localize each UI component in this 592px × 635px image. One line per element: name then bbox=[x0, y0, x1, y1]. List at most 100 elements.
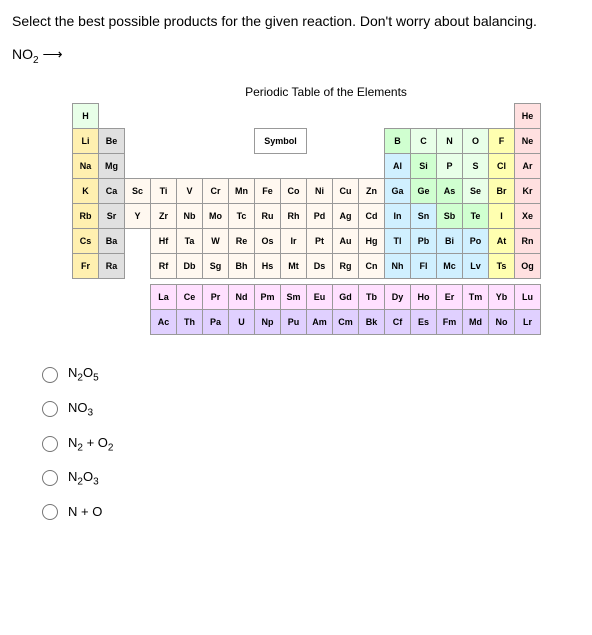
radio-no3[interactable] bbox=[42, 401, 58, 417]
element-cl: Cl bbox=[489, 154, 515, 179]
element-au: Au bbox=[333, 229, 359, 254]
element-la: La bbox=[151, 285, 177, 310]
element-rb: Rb bbox=[73, 204, 99, 229]
element-pa: Pa bbox=[203, 310, 229, 335]
element-b: B bbox=[385, 129, 411, 154]
element-og: Og bbox=[515, 254, 541, 279]
element-rn: Rn bbox=[515, 229, 541, 254]
element-zn: Zn bbox=[359, 179, 385, 204]
element-o: O bbox=[463, 129, 489, 154]
element-tm: Tm bbox=[463, 285, 489, 310]
element-kr: Kr bbox=[515, 179, 541, 204]
answer-option-5[interactable]: N + O bbox=[42, 504, 580, 520]
element-lu: Lu bbox=[515, 285, 541, 310]
element-pm: Pm bbox=[255, 285, 281, 310]
element-re: Re bbox=[229, 229, 255, 254]
reaction-equation: NO2 ⟶ bbox=[12, 46, 580, 66]
question-text: Select the best possible products for th… bbox=[12, 12, 580, 32]
element-mn: Mn bbox=[229, 179, 255, 204]
element-fl: Fl bbox=[411, 254, 437, 279]
element-s: S bbox=[463, 154, 489, 179]
element-be: Be bbox=[99, 129, 125, 154]
element-cr: Cr bbox=[203, 179, 229, 204]
element-n: N bbox=[437, 129, 463, 154]
element-pb: Pb bbox=[411, 229, 437, 254]
element-nb: Nb bbox=[177, 204, 203, 229]
element-po: Po bbox=[463, 229, 489, 254]
element-gd: Gd bbox=[333, 285, 359, 310]
element-al: Al bbox=[385, 154, 411, 179]
element-am: Am bbox=[307, 310, 333, 335]
element-ge: Ge bbox=[411, 179, 437, 204]
element-ca: Ca bbox=[99, 179, 125, 204]
element-as: As bbox=[437, 179, 463, 204]
element-nh: Nh bbox=[385, 254, 411, 279]
element-pr: Pr bbox=[203, 285, 229, 310]
answer-label-4: N2O3 bbox=[68, 469, 99, 488]
answer-option-2[interactable]: NO3 bbox=[42, 400, 580, 419]
element-sc: Sc bbox=[125, 179, 151, 204]
element-he: He bbox=[515, 104, 541, 129]
element-sr: Sr bbox=[99, 204, 125, 229]
element-na: Na bbox=[73, 154, 99, 179]
element-cd: Cd bbox=[359, 204, 385, 229]
element-br: Br bbox=[489, 179, 515, 204]
element-sb: Sb bbox=[437, 204, 463, 229]
element-ts: Ts bbox=[489, 254, 515, 279]
answer-label-1: N2O5 bbox=[68, 365, 99, 384]
element-ba: Ba bbox=[99, 229, 125, 254]
element-co: Co bbox=[281, 179, 307, 204]
answer-label-3: N2 + O2 bbox=[68, 435, 113, 454]
element-k: K bbox=[73, 179, 99, 204]
element-hg: Hg bbox=[359, 229, 385, 254]
element-er: Er bbox=[437, 285, 463, 310]
element-ru: Ru bbox=[255, 204, 281, 229]
radio-n2o5[interactable] bbox=[42, 367, 58, 383]
radio-n2o3[interactable] bbox=[42, 470, 58, 486]
element-eu: Eu bbox=[307, 285, 333, 310]
element-pt: Pt bbox=[307, 229, 333, 254]
element-xe: Xe bbox=[515, 204, 541, 229]
reaction-left: NO bbox=[12, 46, 33, 62]
element-at: At bbox=[489, 229, 515, 254]
element-i: I bbox=[489, 204, 515, 229]
periodic-table: H He Li Be Symbol B C N O F Ne Na Mg Al … bbox=[72, 103, 541, 335]
element-md: Md bbox=[463, 310, 489, 335]
element-ho: Ho bbox=[411, 285, 437, 310]
answer-option-4[interactable]: N2O3 bbox=[42, 469, 580, 488]
answer-option-1[interactable]: N2O5 bbox=[42, 365, 580, 384]
radio-n-o[interactable] bbox=[42, 504, 58, 520]
answer-option-3[interactable]: N2 + O2 bbox=[42, 435, 580, 454]
element-sg: Sg bbox=[203, 254, 229, 279]
element-cu: Cu bbox=[333, 179, 359, 204]
reaction-sub: 2 bbox=[33, 54, 39, 65]
element-bh: Bh bbox=[229, 254, 255, 279]
element-rf: Rf bbox=[151, 254, 177, 279]
element-f: F bbox=[489, 129, 515, 154]
element-cn: Cn bbox=[359, 254, 385, 279]
element-key: Symbol bbox=[255, 129, 307, 154]
element-si: Si bbox=[411, 154, 437, 179]
element-cm: Cm bbox=[333, 310, 359, 335]
element-c: C bbox=[411, 129, 437, 154]
element-th: Th bbox=[177, 310, 203, 335]
element-sm: Sm bbox=[281, 285, 307, 310]
element-ra: Ra bbox=[99, 254, 125, 279]
element-es: Es bbox=[411, 310, 437, 335]
element-sn: Sn bbox=[411, 204, 437, 229]
element-tl: Tl bbox=[385, 229, 411, 254]
element-os: Os bbox=[255, 229, 281, 254]
element-fm: Fm bbox=[437, 310, 463, 335]
element-v: V bbox=[177, 179, 203, 204]
element-ac: Ac bbox=[151, 310, 177, 335]
element-p: P bbox=[437, 154, 463, 179]
element-ni: Ni bbox=[307, 179, 333, 204]
element-nd: Nd bbox=[229, 285, 255, 310]
element-u: U bbox=[229, 310, 255, 335]
answer-label-5: N + O bbox=[68, 504, 102, 519]
element-ta: Ta bbox=[177, 229, 203, 254]
radio-n2-o2[interactable] bbox=[42, 436, 58, 452]
element-ds: Ds bbox=[307, 254, 333, 279]
element-bi: Bi bbox=[437, 229, 463, 254]
element-no: No bbox=[489, 310, 515, 335]
